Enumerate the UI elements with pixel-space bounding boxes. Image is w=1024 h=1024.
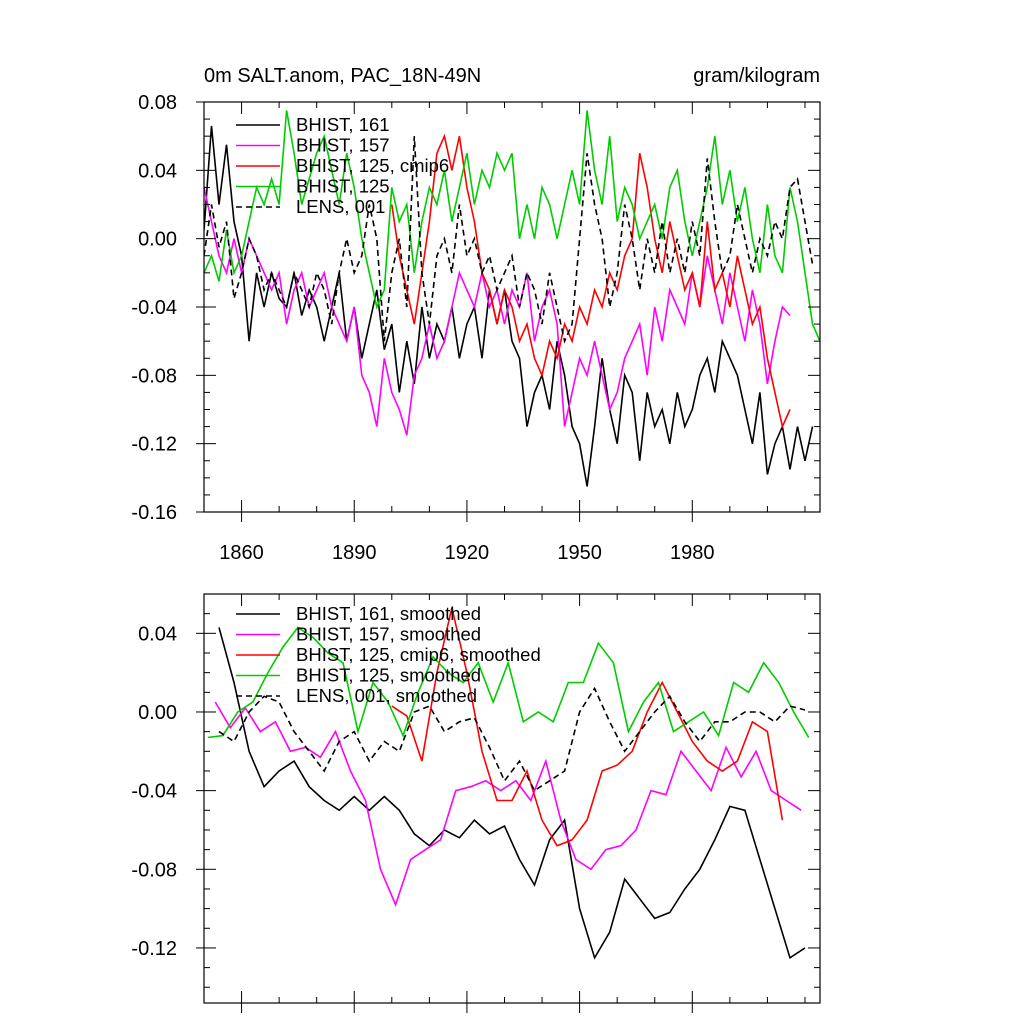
- x-tick-label: 1890: [332, 542, 377, 564]
- y-tick-label: -0.04: [131, 297, 177, 319]
- series-line-1: [218, 627, 806, 960]
- series-line-3: [391, 607, 784, 847]
- bottom-panel: -0.12 -0.08 -0.04 0.00 0.04 BHIST, 161, smoot…: [131, 593, 821, 1013]
- legend-label: BHIST, 125, cmip6, smoothed: [296, 644, 541, 665]
- legend-label: BHIST, 157: [296, 135, 390, 156]
- y-tick-label: -0.16: [131, 502, 177, 524]
- y-tick-label: -0.08: [131, 365, 177, 387]
- y-tick-label: -0.04: [131, 781, 177, 803]
- chart-title: 0m SALT.anom, PAC_18N-49N: [204, 65, 481, 87]
- legend-label: BHIST, 125, smoothed: [296, 665, 481, 686]
- legend-label: BHIST, 161, smoothed: [296, 603, 481, 624]
- series-line-2: [214, 701, 802, 907]
- series-line-4: [204, 110, 820, 342]
- y-tick-label: 0.00: [138, 229, 177, 251]
- series-line-2: [204, 187, 791, 436]
- legend-label: BHIST, 125, cmip6: [296, 155, 449, 176]
- chart-units: gram/kilogram: [693, 65, 820, 87]
- series-group: [204, 110, 820, 487]
- legend-label: BHIST, 161: [296, 114, 390, 135]
- plot-frame: [203, 593, 821, 1004]
- x-tick-label: 1920: [445, 542, 490, 564]
- y-tick-label: -0.12: [131, 938, 177, 960]
- series-line-5: [218, 686, 806, 792]
- legend-label: LENS, 001: [296, 196, 385, 217]
- y-tick-label: 0.04: [138, 623, 177, 645]
- legend-label: BHIST, 125: [296, 176, 390, 197]
- x-tick-label: 1860: [219, 542, 264, 564]
- legend-label: BHIST, 157, smoothed: [296, 624, 481, 645]
- y-tick-label: 0.00: [138, 702, 177, 724]
- series-line-1: [204, 125, 814, 487]
- x-tick-label: 1980: [670, 542, 715, 564]
- x-tick-label: 1950: [557, 542, 602, 564]
- series-line-3: [391, 133, 791, 430]
- legend-label: LENS, 001, smoothed: [296, 685, 477, 706]
- y-tick-label: 0.04: [138, 160, 177, 182]
- y-tick-label: -0.08: [131, 859, 177, 881]
- series-line-5: [204, 136, 814, 344]
- series-group: [207, 607, 810, 960]
- y-tick-label: 0.08: [138, 92, 177, 114]
- y-tick-label: -0.12: [131, 434, 177, 456]
- series-line-4: [207, 626, 810, 739]
- top-panel: 1860 1890 1920 1950 1980 -0.16 -0.12 -0.08 -0.04…: [131, 92, 821, 564]
